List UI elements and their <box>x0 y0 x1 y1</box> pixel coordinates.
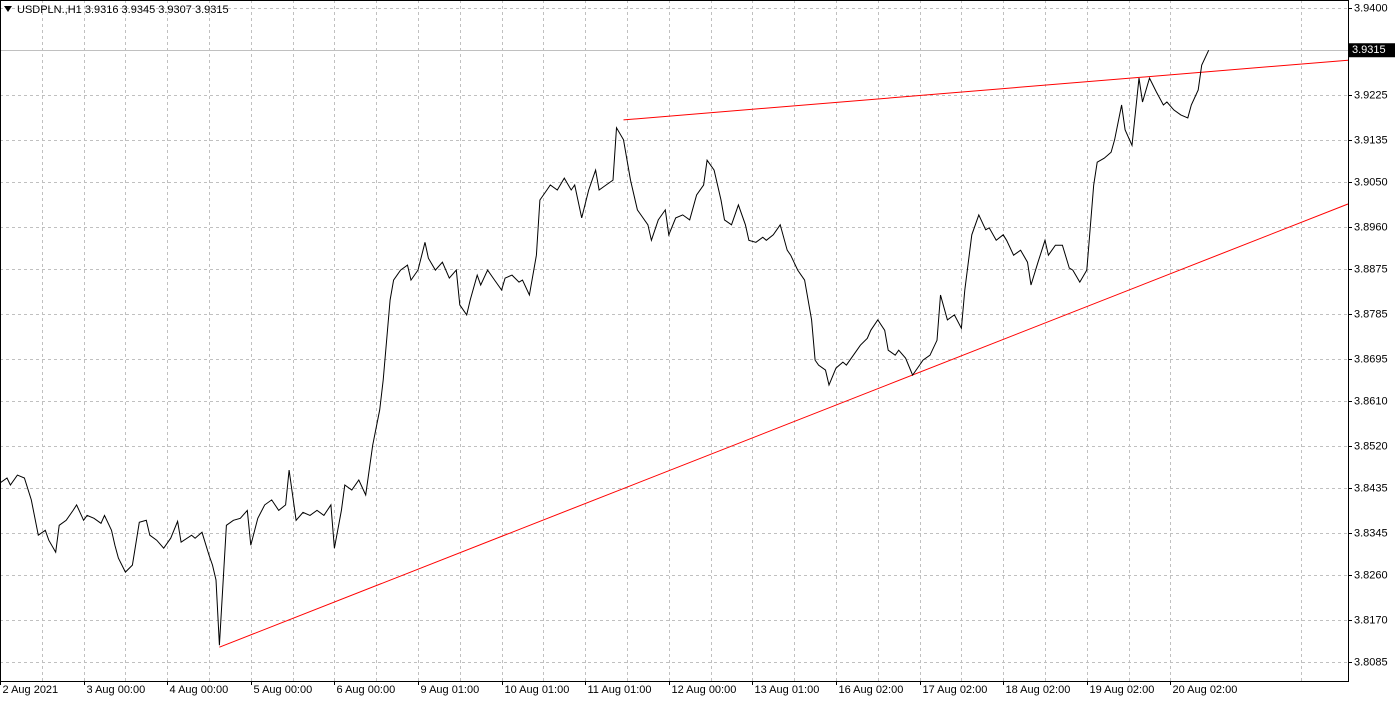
x-tick-label: 10 Aug 01:00 <box>505 684 570 696</box>
x-tick-label: 16 Aug 02:00 <box>839 684 904 696</box>
y-tick-label: 3.8435 <box>1354 482 1388 494</box>
x-tick-label: 11 Aug 01:00 <box>588 684 652 696</box>
y-tick-label: 3.8085 <box>1354 656 1388 668</box>
x-tick-label: 3 Aug 00:00 <box>87 684 146 696</box>
y-tick-label: 3.8960 <box>1354 221 1388 233</box>
x-tick-label: 20 Aug 02:00 <box>1173 684 1238 696</box>
trend-line <box>219 203 1349 648</box>
y-tick-label: 3.8260 <box>1354 569 1388 581</box>
y-tick-label: 3.8785 <box>1354 308 1388 320</box>
x-tick-label: 12 Aug 00:00 <box>672 684 737 696</box>
y-tick-label: 3.9400 <box>1354 2 1388 14</box>
x-tick-label: 4 Aug 00:00 <box>170 684 229 696</box>
plot-frame <box>0 0 1349 682</box>
y-tick-label: 3.8345 <box>1354 527 1388 539</box>
last-price-box <box>1349 43 1395 58</box>
menu-arrow[interactable] <box>4 6 12 12</box>
chart-title: USDPLN.,H1 3.9316 3.9345 3.9307 3.9315 <box>17 4 229 16</box>
y-tick-label: 3.8520 <box>1354 440 1388 452</box>
x-tick-label: 17 Aug 02:00 <box>923 684 988 696</box>
y-tick-label: 3.8170 <box>1354 614 1388 626</box>
y-tick-label: 3.9050 <box>1354 176 1388 188</box>
grid-layer <box>0 0 1348 681</box>
y-tick-label: 3.9135 <box>1354 134 1388 146</box>
y-tick-label: 3.8695 <box>1354 353 1388 365</box>
trend-line <box>623 59 1349 121</box>
x-tick-label: 19 Aug 02:00 <box>1090 684 1155 696</box>
x-tick-label: 6 Aug 00:00 <box>337 684 396 696</box>
marks-layer <box>0 49 1349 648</box>
x-tick-label: 13 Aug 01:00 <box>755 684 820 696</box>
x-tick-label: 18 Aug 02:00 <box>1006 684 1071 696</box>
last-price-label: 3.9315 <box>1352 44 1386 56</box>
x-tick-label: 2 Aug 2021 <box>3 684 59 696</box>
y-tick-label: 3.8610 <box>1354 395 1388 407</box>
x-tick-label: 5 Aug 00:00 <box>254 684 313 696</box>
x-tick-label: 9 Aug 01:00 <box>421 684 480 696</box>
y-tick-label: 3.8875 <box>1354 263 1388 275</box>
price-line <box>0 49 1210 646</box>
y-tick-label: 3.9225 <box>1354 89 1388 101</box>
